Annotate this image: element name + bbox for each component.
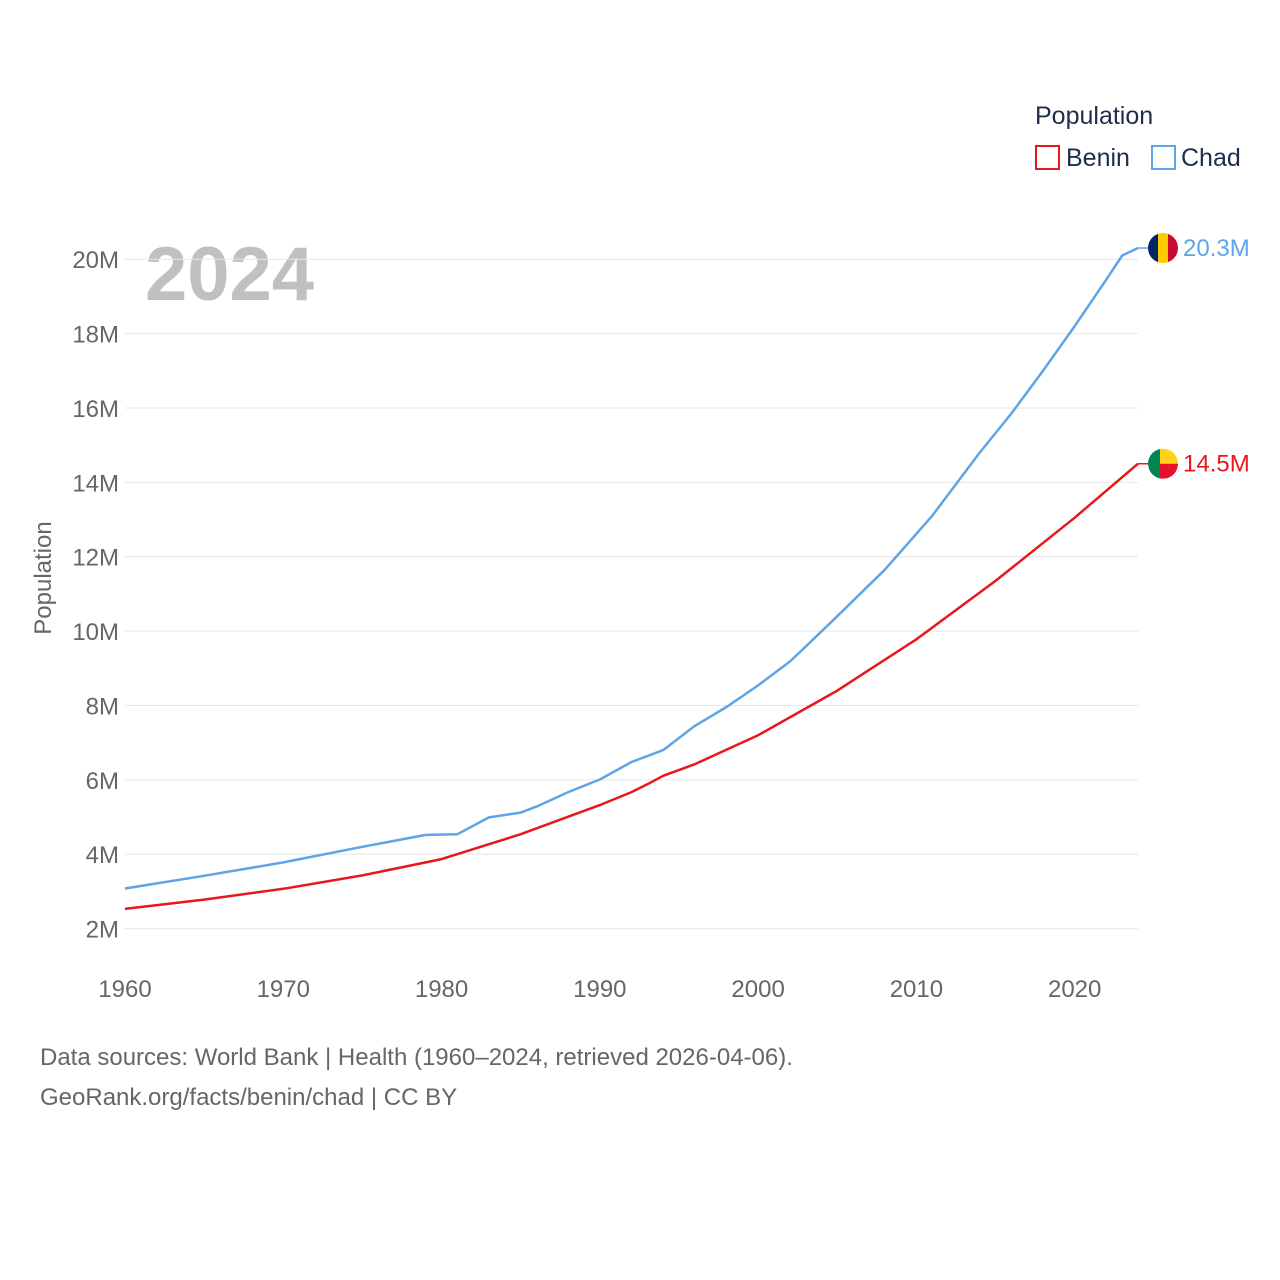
series — [124, 246, 1148, 911]
x-tick-label: 1980 — [415, 976, 468, 1003]
x-tick-label: 1990 — [573, 976, 626, 1003]
y-tick-label: 6M — [86, 768, 119, 795]
x-tick-label: 2010 — [890, 976, 943, 1003]
gridlines — [125, 258, 1138, 930]
footer-link[interactable]: GeoRank.org/facts/benin/chad | CC BY — [40, 1084, 458, 1111]
y-tick-label: 12M — [72, 545, 119, 572]
legend: Population Benin Chad — [1035, 102, 1241, 172]
y-axis-ticks: 2M 4M 6M 8M 10M 12M 14M 16M 18M 20M — [72, 247, 119, 943]
chad-series-line[interactable] — [124, 246, 1139, 890]
y-tick-label: 8M — [86, 693, 119, 720]
benin-flag-icon — [1148, 448, 1178, 479]
chad-flag-icon — [1148, 233, 1178, 264]
legend-swatch-benin[interactable] — [1035, 145, 1060, 170]
y-tick-label: 18M — [72, 322, 119, 349]
x-axis-ticks: 1960 1970 1980 1990 2000 2010 2020 — [98, 976, 1101, 1003]
legend-label-benin[interactable]: Benin — [1066, 144, 1130, 172]
x-tick-label: 1970 — [257, 976, 310, 1003]
year-label: 2024 — [145, 232, 314, 317]
x-tick-label: 1960 — [98, 976, 151, 1003]
footer-sources: Data sources: World Bank | Health (1960–… — [40, 1044, 793, 1071]
benin-end-value-label: 14.5M — [1183, 451, 1250, 478]
legend-title: Population — [1035, 102, 1153, 130]
chad-end-value-label: 20.3M — [1183, 235, 1250, 262]
benin-series-line[interactable] — [124, 462, 1139, 911]
y-tick-label: 14M — [72, 470, 119, 497]
legend-label-chad[interactable]: Chad — [1181, 144, 1241, 172]
legend-swatch-chad[interactable] — [1151, 145, 1176, 170]
y-axis-title: Population — [30, 521, 57, 634]
x-tick-label: 2020 — [1048, 976, 1101, 1003]
y-tick-label: 16M — [72, 396, 119, 423]
y-tick-label: 2M — [86, 917, 119, 944]
y-tick-label: 20M — [72, 247, 119, 274]
y-tick-label: 4M — [86, 842, 119, 869]
x-tick-label: 2000 — [731, 976, 784, 1003]
y-tick-label: 10M — [72, 619, 119, 646]
